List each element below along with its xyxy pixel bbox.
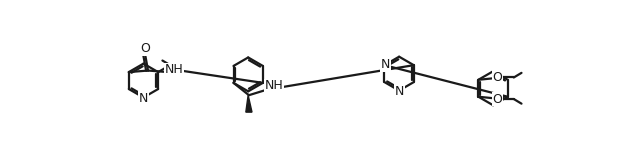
Text: N: N <box>381 58 390 71</box>
Text: O: O <box>493 71 503 84</box>
Text: NH: NH <box>165 63 183 76</box>
Text: O: O <box>493 93 503 106</box>
Text: NH: NH <box>265 79 284 92</box>
Polygon shape <box>246 95 252 112</box>
Text: N: N <box>394 85 404 98</box>
Text: O: O <box>140 43 150 55</box>
Text: N: N <box>139 92 148 105</box>
